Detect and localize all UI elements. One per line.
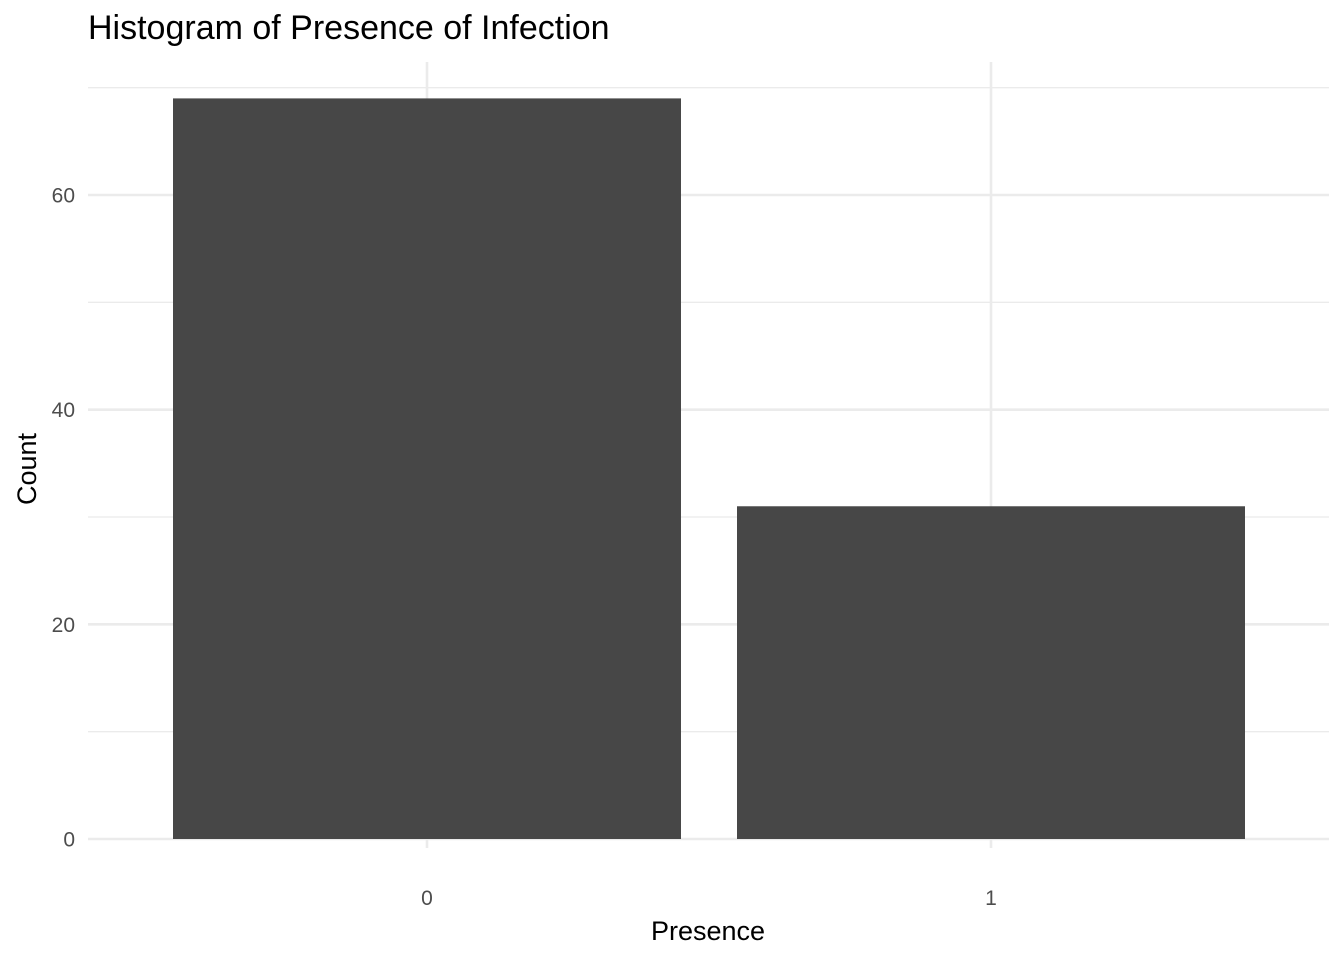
x-axis-label: Presence xyxy=(651,916,765,946)
bar-0 xyxy=(173,98,681,839)
y-tick-label: 60 xyxy=(52,185,75,208)
y-tick-label: 20 xyxy=(52,614,75,637)
y-axis-ticks: 0 20 40 60 xyxy=(52,185,75,852)
y-axis-label: Count xyxy=(12,432,42,505)
y-tick-label: 40 xyxy=(52,399,75,422)
bar-1 xyxy=(737,506,1245,839)
bars xyxy=(173,98,1245,839)
x-tick-label: 1 xyxy=(985,887,997,910)
x-tick-label: 0 xyxy=(421,887,433,910)
chart-title: Histogram of Presence of Infection xyxy=(88,9,610,47)
y-tick-label: 0 xyxy=(63,829,75,852)
